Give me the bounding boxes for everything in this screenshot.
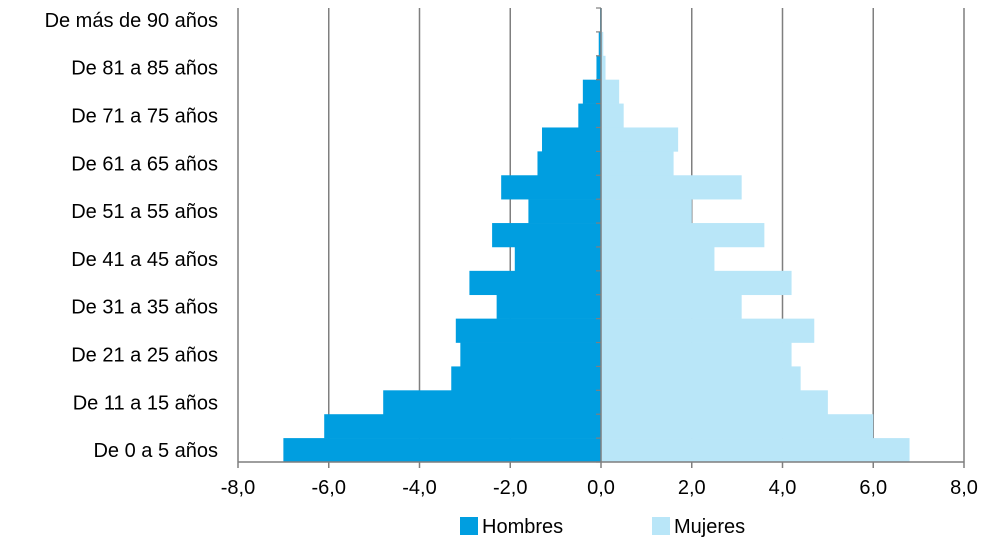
bar-mujeres	[601, 55, 606, 80]
bar-mujeres	[601, 103, 624, 128]
bar-hombres	[283, 438, 601, 463]
legend-swatch-hombres	[460, 517, 478, 535]
bar-mujeres	[601, 294, 742, 319]
bar-mujeres	[601, 151, 674, 176]
x-tick-label: -6,0	[312, 477, 346, 499]
bar-hombres	[598, 31, 601, 57]
x-tick-label: -4,0	[402, 477, 436, 499]
bar-hombres	[496, 294, 601, 319]
category-label: De 0 a 5 años	[93, 440, 218, 462]
legend: Hombres Mujeres	[460, 516, 745, 538]
bar-hombres	[324, 414, 601, 439]
category-label: De 71 a 75 años	[71, 106, 218, 128]
category-label: De más de 90 años	[45, 10, 218, 32]
bar-hombres	[455, 318, 601, 343]
labels-layer: -8,0 -6,0 -4,0 -2,0 0,0 2,0 4,0 6,0 8,0 De 0 a 5 …	[45, 10, 978, 499]
bar-hombres	[451, 366, 601, 391]
legend-swatch-mujeres	[652, 517, 670, 535]
bar-hombres	[460, 342, 601, 367]
bar-hombres	[501, 175, 601, 200]
x-tick-label: 2,0	[678, 477, 706, 499]
bar-mujeres	[601, 79, 620, 104]
bar-hombres	[514, 246, 601, 272]
bar-hombres	[528, 199, 601, 224]
category-label: De 31 a 35 años	[71, 297, 218, 319]
legend-label-hombres: Hombres	[482, 516, 563, 538]
bar-mujeres	[601, 366, 801, 391]
bar-mujeres	[601, 270, 792, 296]
bar-mujeres	[601, 342, 792, 367]
bar-hombres	[596, 55, 601, 80]
category-label: De 41 a 45 años	[71, 249, 218, 271]
bar-mujeres	[601, 414, 874, 439]
x-tick-label: 4,0	[769, 477, 797, 499]
bar-mujeres	[601, 31, 604, 57]
bar-hombres	[578, 103, 601, 128]
legend-label-mujeres: Mujeres	[674, 516, 745, 538]
bar-hombres	[383, 390, 601, 415]
bar-hombres	[492, 223, 601, 248]
category-label: De 11 a 15 años	[73, 392, 218, 414]
category-label: De 81 a 85 años	[71, 58, 218, 80]
category-label: De 61 a 65 años	[71, 153, 218, 175]
x-tick-label: 6,0	[859, 477, 887, 499]
category-label: De 21 a 25 años	[71, 344, 218, 366]
x-tick-label: 0,0	[587, 477, 615, 499]
bar-hombres	[582, 79, 601, 104]
bar-mujeres	[601, 318, 815, 343]
bar-mujeres	[601, 438, 910, 463]
bar-hombres	[537, 151, 601, 176]
bars-layer	[283, 8, 910, 463]
x-tick-label: -8,0	[221, 477, 255, 499]
bar-mujeres	[601, 223, 765, 248]
x-tick-label: 8,0	[950, 477, 978, 499]
bar-mujeres	[601, 199, 692, 224]
axis-layer	[237, 7, 965, 468]
x-tick-label: -2,0	[493, 477, 527, 499]
bar-mujeres	[601, 246, 715, 272]
category-label: De 51 a 55 años	[71, 201, 218, 223]
bar-mujeres	[601, 390, 828, 415]
bar-hombres	[469, 270, 601, 296]
bar-hombres	[542, 127, 601, 152]
bar-mujeres	[601, 127, 679, 152]
bar-mujeres	[601, 175, 742, 200]
